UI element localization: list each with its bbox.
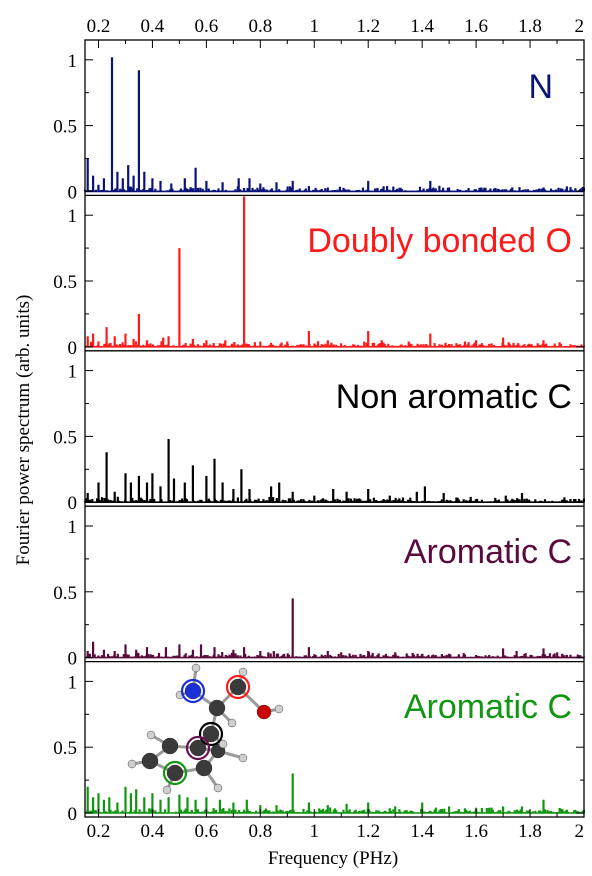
molecule-atom <box>208 699 226 717</box>
panel-label: Doubly bonded O <box>307 222 572 260</box>
atom-marker <box>162 760 188 786</box>
panel-1: N <box>83 57 585 193</box>
molecule-atom <box>202 725 220 743</box>
atom-marker <box>198 721 224 747</box>
molecule-atom <box>238 753 248 763</box>
spectrum-series <box>85 598 585 658</box>
panel-label: Aromatic C <box>404 533 572 571</box>
panel-label: N <box>528 68 553 106</box>
panel-label: Aromatic C <box>404 688 572 726</box>
molecule-atom <box>191 663 201 673</box>
x-tick-label: 1.2 <box>356 821 380 842</box>
panels-group: N Doubly bonded O Non aromatic C Aromatic C… <box>83 57 585 814</box>
x-tick-label: 0.4 <box>141 821 165 842</box>
y-tick-label: 1 <box>68 672 78 693</box>
y-tick-label: 1 <box>68 206 78 227</box>
x-tick-label: 0.8 <box>248 821 272 842</box>
y-tick-label: 0.5 <box>53 738 77 759</box>
molecule-atom <box>189 739 207 757</box>
x-tick-label: 1.8 <box>518 821 542 842</box>
tick-group: 00.5100.5100.5100.5100.510.20.20.40.40.6… <box>53 16 585 842</box>
molecule-inset <box>127 663 284 795</box>
y-tick-label: 1 <box>68 517 78 538</box>
x-tick-label-top: 2 <box>575 16 585 37</box>
spectrum-series <box>83 439 585 503</box>
panel-2: Doubly bonded O <box>85 196 585 348</box>
y-tick-label: 0.5 <box>53 272 77 293</box>
x-tick-label-top: 1.6 <box>464 16 488 37</box>
y-tick-label: 0 <box>68 338 78 359</box>
molecule-atom <box>227 718 237 728</box>
atom-marker <box>185 735 211 761</box>
y-tick-label: 1 <box>68 362 78 383</box>
spectrum-series <box>85 196 585 347</box>
atom-marker <box>225 674 251 700</box>
x-tick-label: 1.6 <box>464 821 488 842</box>
x-tick-label: 1 <box>310 821 320 842</box>
molecule-atom <box>229 678 247 696</box>
axes-border <box>84 39 585 818</box>
y-axis-title: Fourier power spectrum (arb. units) <box>13 295 34 566</box>
y-tick-label: 0.5 <box>53 583 77 604</box>
molecule-atom <box>146 730 156 740</box>
y-tick-label: 0 <box>68 493 78 514</box>
molecule-atom <box>141 752 159 770</box>
molecule-atom <box>161 737 179 755</box>
y-tick-label: 0 <box>68 804 78 825</box>
spectrum-series <box>83 773 585 813</box>
x-axis-title: Frequency (PHz) <box>268 848 398 869</box>
x-tick-label-top: 1 <box>310 16 320 37</box>
molecule-atom <box>218 739 228 749</box>
axes-frame <box>84 39 585 818</box>
y-tick-label: 1 <box>68 51 78 72</box>
x-tick-label-top: 0.4 <box>141 16 165 37</box>
x-tick-label-top: 1.2 <box>356 16 380 37</box>
molecule-atom <box>184 682 202 700</box>
molecule-atom <box>127 759 137 769</box>
x-tick-label-top: 0.8 <box>248 16 272 37</box>
molecule-atom <box>162 785 172 795</box>
molecule-atom <box>238 667 248 677</box>
atom-marker <box>180 678 206 704</box>
x-tick-label: 1.4 <box>410 821 434 842</box>
molecule-atom <box>256 704 272 720</box>
panel-5: Aromatic C <box>83 688 585 814</box>
x-tick-label-top: 0.6 <box>195 16 219 37</box>
molecule-atom <box>213 783 223 793</box>
molecule-atom <box>274 704 284 714</box>
spectrum-series <box>83 57 585 192</box>
molecule-atom <box>166 764 184 782</box>
panel-4: Aromatic C <box>85 533 585 659</box>
y-tick-label: 0.5 <box>53 117 77 138</box>
x-tick-label-top: 1.8 <box>518 16 542 37</box>
y-tick-label: 0.5 <box>53 427 77 448</box>
x-tick-label: 0.2 <box>87 821 111 842</box>
panel-3: Non aromatic C <box>83 378 585 504</box>
x-tick-label: 0.6 <box>195 821 219 842</box>
x-tick-label-top: 0.2 <box>87 16 111 37</box>
molecule-atom <box>195 759 213 777</box>
y-tick-label: 0 <box>68 649 78 670</box>
x-tick-label-top: 1.4 <box>410 16 434 37</box>
x-tick-label: 2 <box>575 821 585 842</box>
panel-label: Non aromatic C <box>336 378 572 416</box>
y-tick-label: 0 <box>68 182 78 203</box>
